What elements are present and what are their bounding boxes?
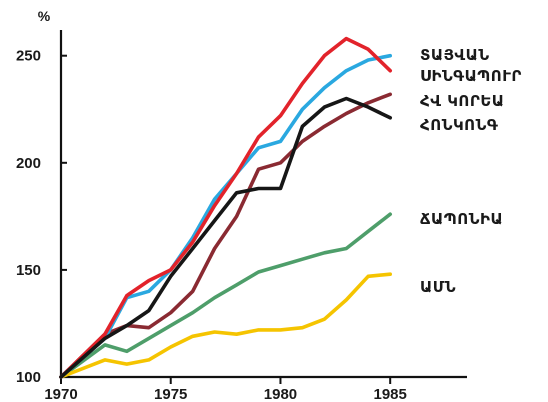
series-line-2	[59, 36, 393, 379]
x-tick-label: 1985	[374, 386, 407, 402]
series-line-1	[59, 53, 393, 379]
axis-ticks: 100 150 200 250 1970 1975 1980 1985	[16, 48, 407, 402]
series-lines	[59, 36, 393, 379]
y-axis-unit-label: %	[38, 8, 51, 24]
x-tick-label: 1975	[154, 386, 187, 402]
series-labels: ՏԱՅՎԱՆ ՍԻՆԳԱՊՈՒՐ ՀՎ ԿՈՐԵԱ ՀՈՆԿՈՆԳ ՃԱՊՈՆԻԱ ԱՄՆ	[420, 46, 522, 296]
series-line-6	[59, 272, 393, 379]
series-line-3	[59, 92, 393, 379]
series-label-3: ՀՎ ԿՈՐԵԱ	[420, 92, 505, 110]
series-line-4	[59, 96, 393, 379]
y-tick-label: 100	[16, 369, 41, 386]
x-tick-label: 1980	[264, 386, 297, 402]
series-line-5	[59, 212, 393, 379]
series-label-4: ՀՈՆԿՈՆԳ	[420, 116, 498, 134]
x-tick-label: 1970	[44, 386, 77, 402]
y-tick-label: 250	[16, 48, 41, 65]
series-label-5: ՃԱՊՈՆԻԱ	[420, 210, 503, 228]
series-label-2: ՍԻՆԳԱՊՈՒՐ	[420, 67, 522, 85]
y-tick-label: 200	[16, 155, 41, 172]
series-label-1: ՏԱՅՎԱՆ	[420, 46, 490, 64]
y-tick-label: 150	[16, 262, 41, 279]
series-label-6: ԱՄՆ	[420, 278, 456, 296]
